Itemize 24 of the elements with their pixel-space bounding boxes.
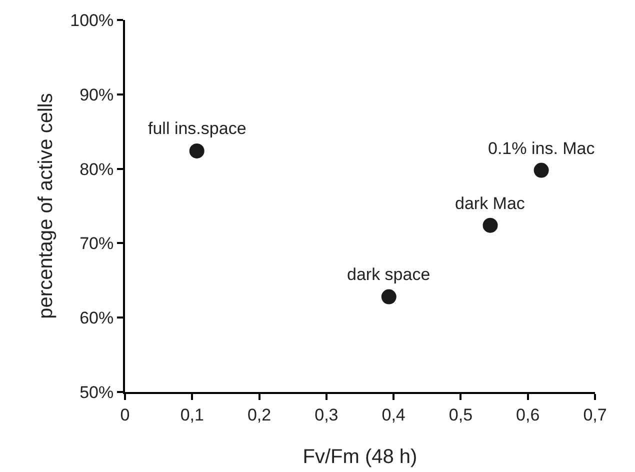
- x-tick-label: 0,1: [180, 405, 204, 424]
- x-tick-label: 0,6: [516, 405, 540, 424]
- annotation: dark space: [347, 265, 430, 284]
- point: [534, 162, 549, 178]
- point: [482, 218, 498, 233]
- x-axis-title: Fv/Fm (48 h): [302, 446, 418, 468]
- point: [381, 289, 396, 304]
- point: [189, 143, 204, 158]
- x-tick-label: 0,3: [314, 405, 338, 424]
- x-tick-label: 0,5: [448, 405, 473, 424]
- x-tick-label: 0,4: [382, 405, 406, 424]
- annotation: 0.1% ins. Mac: [488, 139, 596, 158]
- annotation: dark Mac: [455, 194, 526, 213]
- y-tick-label: 80%: [80, 160, 114, 179]
- x-tick-label: 0,7: [583, 405, 607, 424]
- y-tick-label: 60%: [80, 308, 114, 328]
- y-tick-label: 90%: [80, 85, 114, 104]
- y-tick-label: 70%: [80, 234, 114, 254]
- x-tick-label: 0: [120, 405, 130, 424]
- y-axis-title: percentage of active cells: [35, 93, 58, 319]
- x-tick-label: 0,2: [247, 405, 272, 424]
- annotation: full ins.space: [148, 119, 246, 138]
- y-tick-label: 100%: [70, 10, 114, 30]
- y-tick-label: 50%: [80, 382, 114, 402]
